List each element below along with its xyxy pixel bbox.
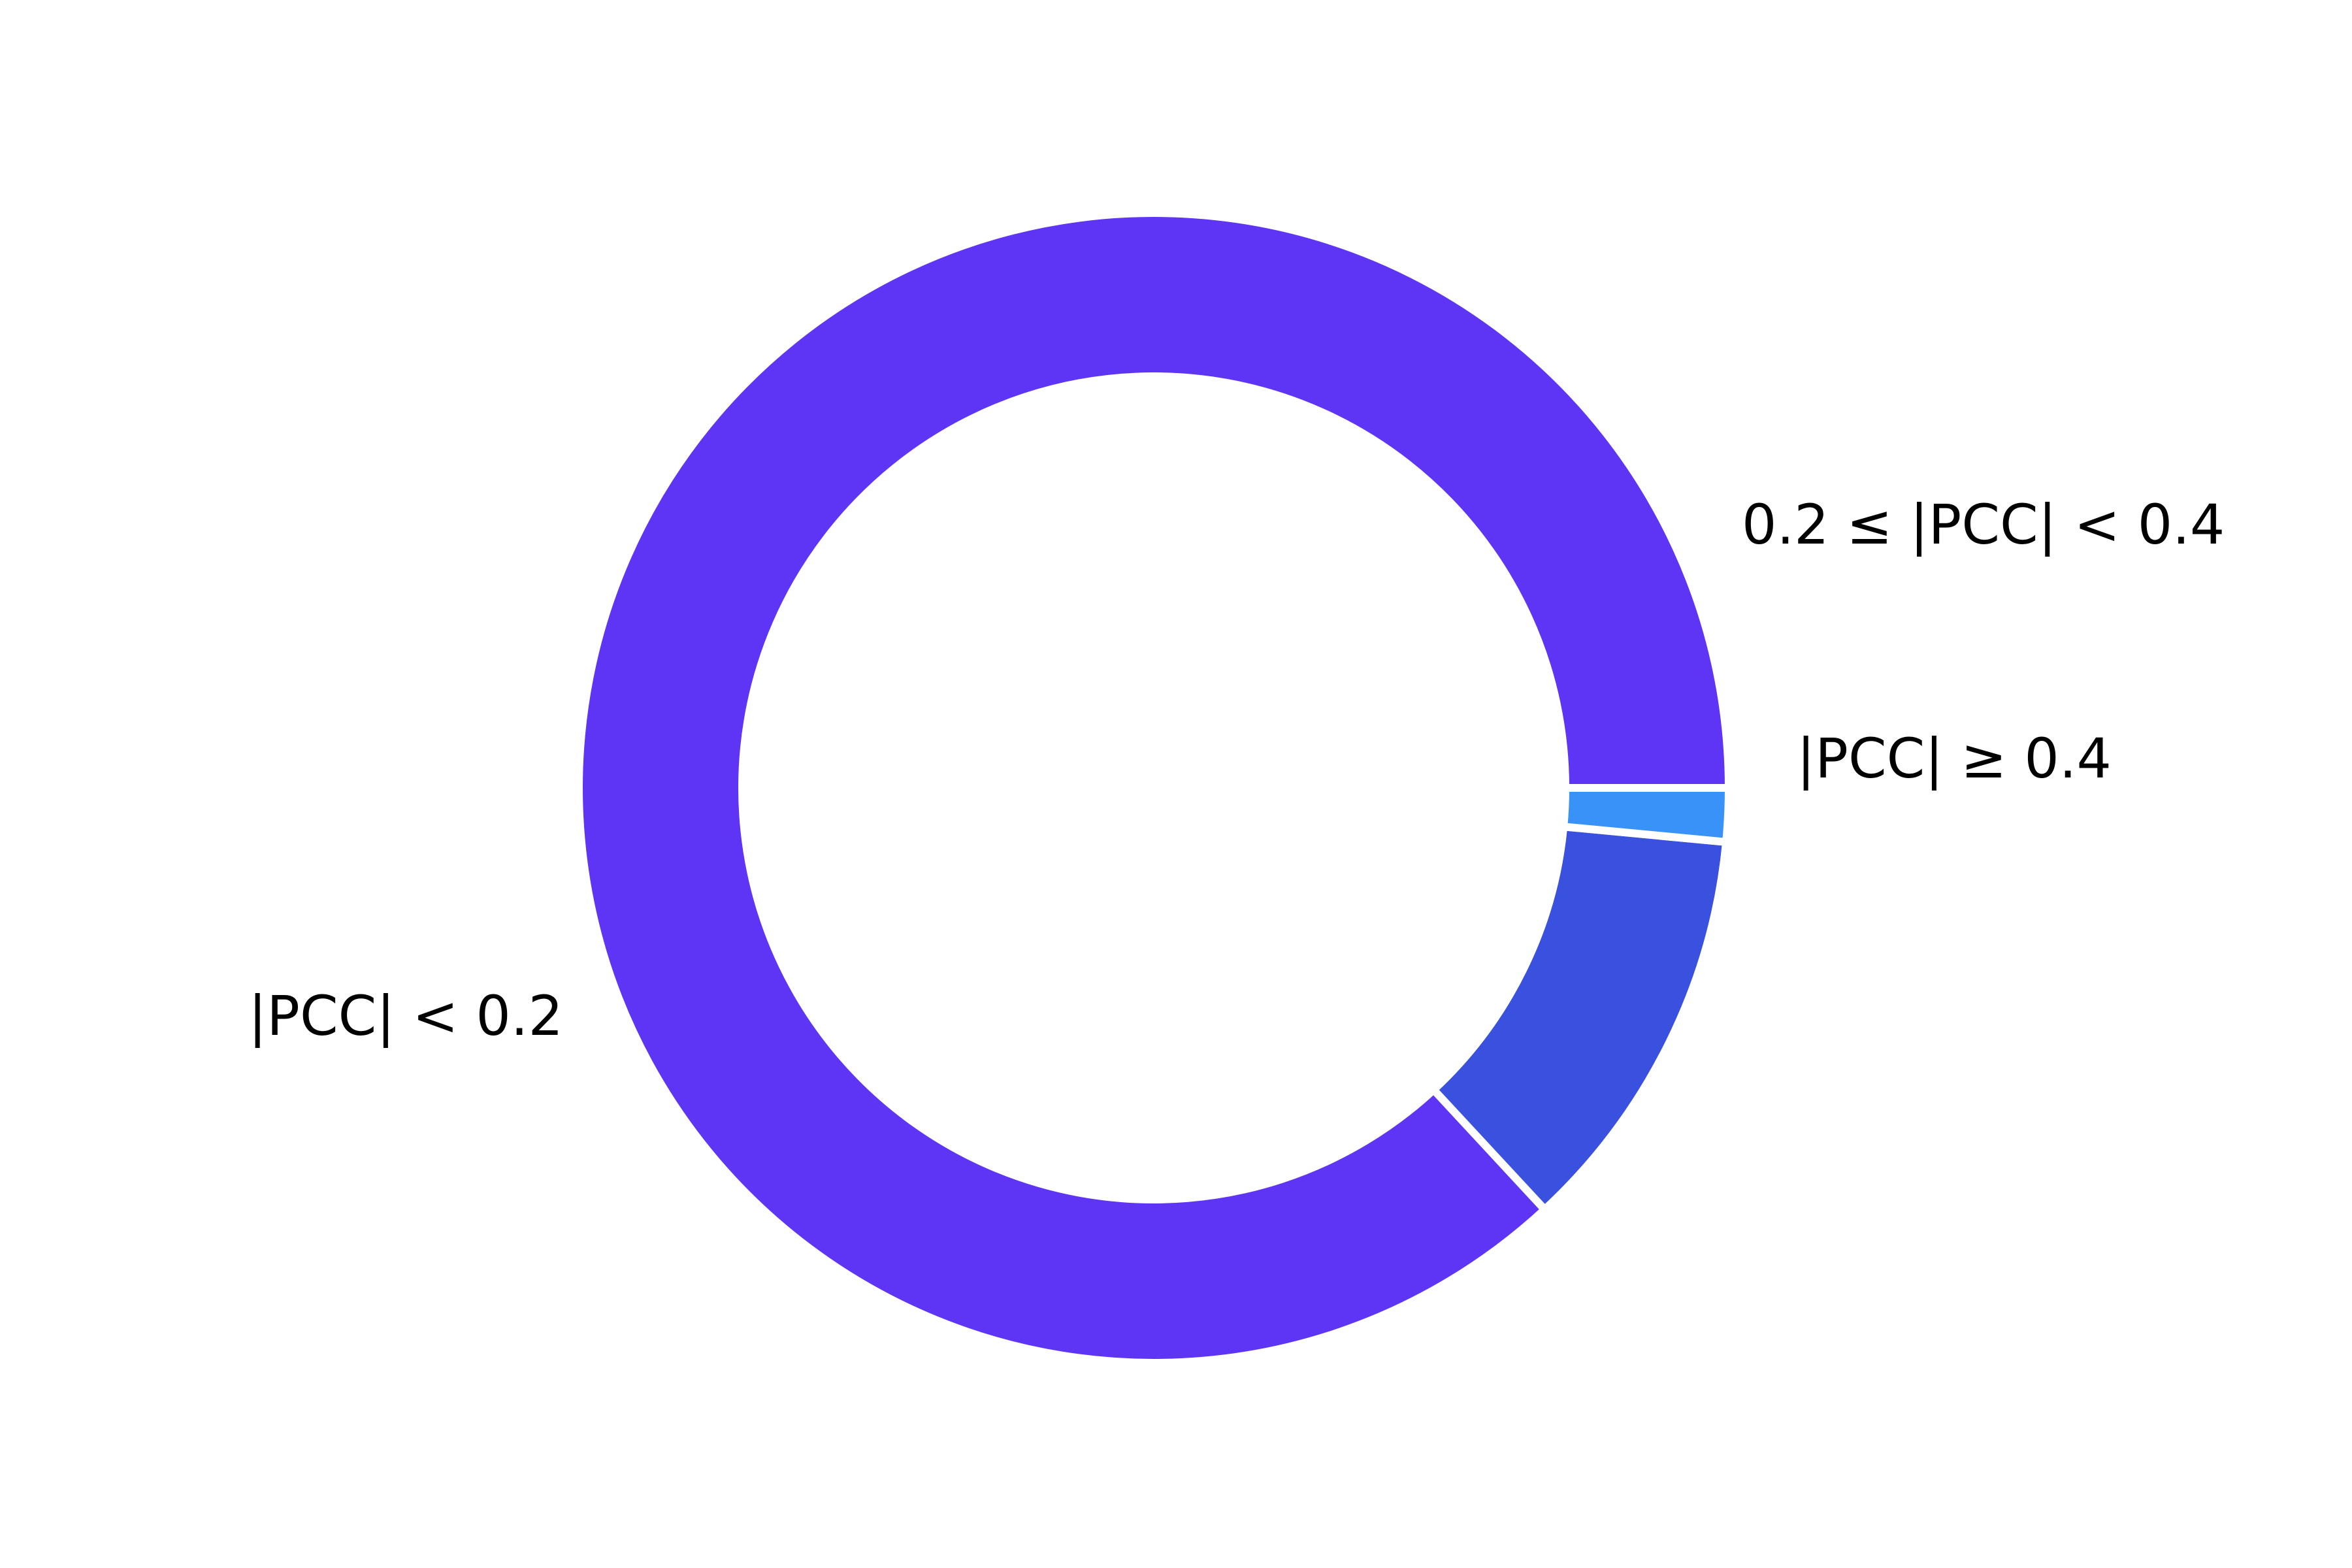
- slice-label-low: |PCC| < 0.2: [248, 984, 563, 1048]
- labels-layer: |PCC| < 0.2 0.2 ≤ |PCC| < 0.4 |PCC| ≥ 0.…: [248, 493, 2225, 1048]
- slice-low: [575, 209, 1733, 1367]
- slice-label-mid: 0.2 ≤ |PCC| < 0.4: [1742, 493, 2225, 557]
- slice-label-high: |PCC| ≥ 0.4: [1797, 727, 2112, 791]
- slices-layer: [575, 209, 1733, 1367]
- slice-high: [1559, 784, 1733, 847]
